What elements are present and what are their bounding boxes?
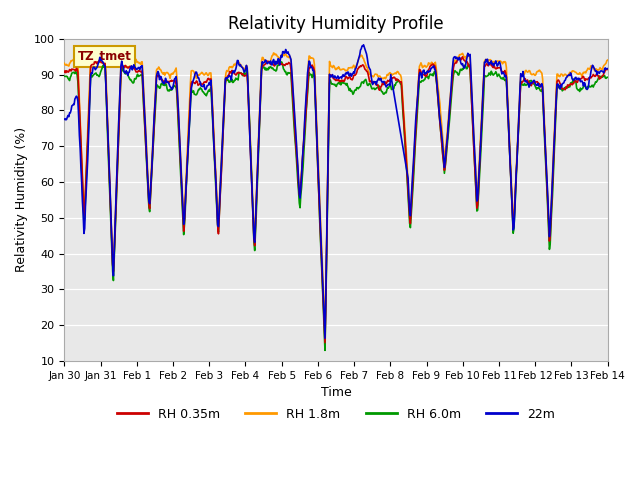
X-axis label: Time: Time bbox=[321, 386, 351, 399]
Text: TZ_tmet: TZ_tmet bbox=[78, 50, 132, 63]
Title: Relativity Humidity Profile: Relativity Humidity Profile bbox=[228, 15, 444, 33]
Y-axis label: Relativity Humidity (%): Relativity Humidity (%) bbox=[15, 127, 28, 273]
Legend: RH 0.35m, RH 1.8m, RH 6.0m, 22m: RH 0.35m, RH 1.8m, RH 6.0m, 22m bbox=[112, 403, 560, 426]
